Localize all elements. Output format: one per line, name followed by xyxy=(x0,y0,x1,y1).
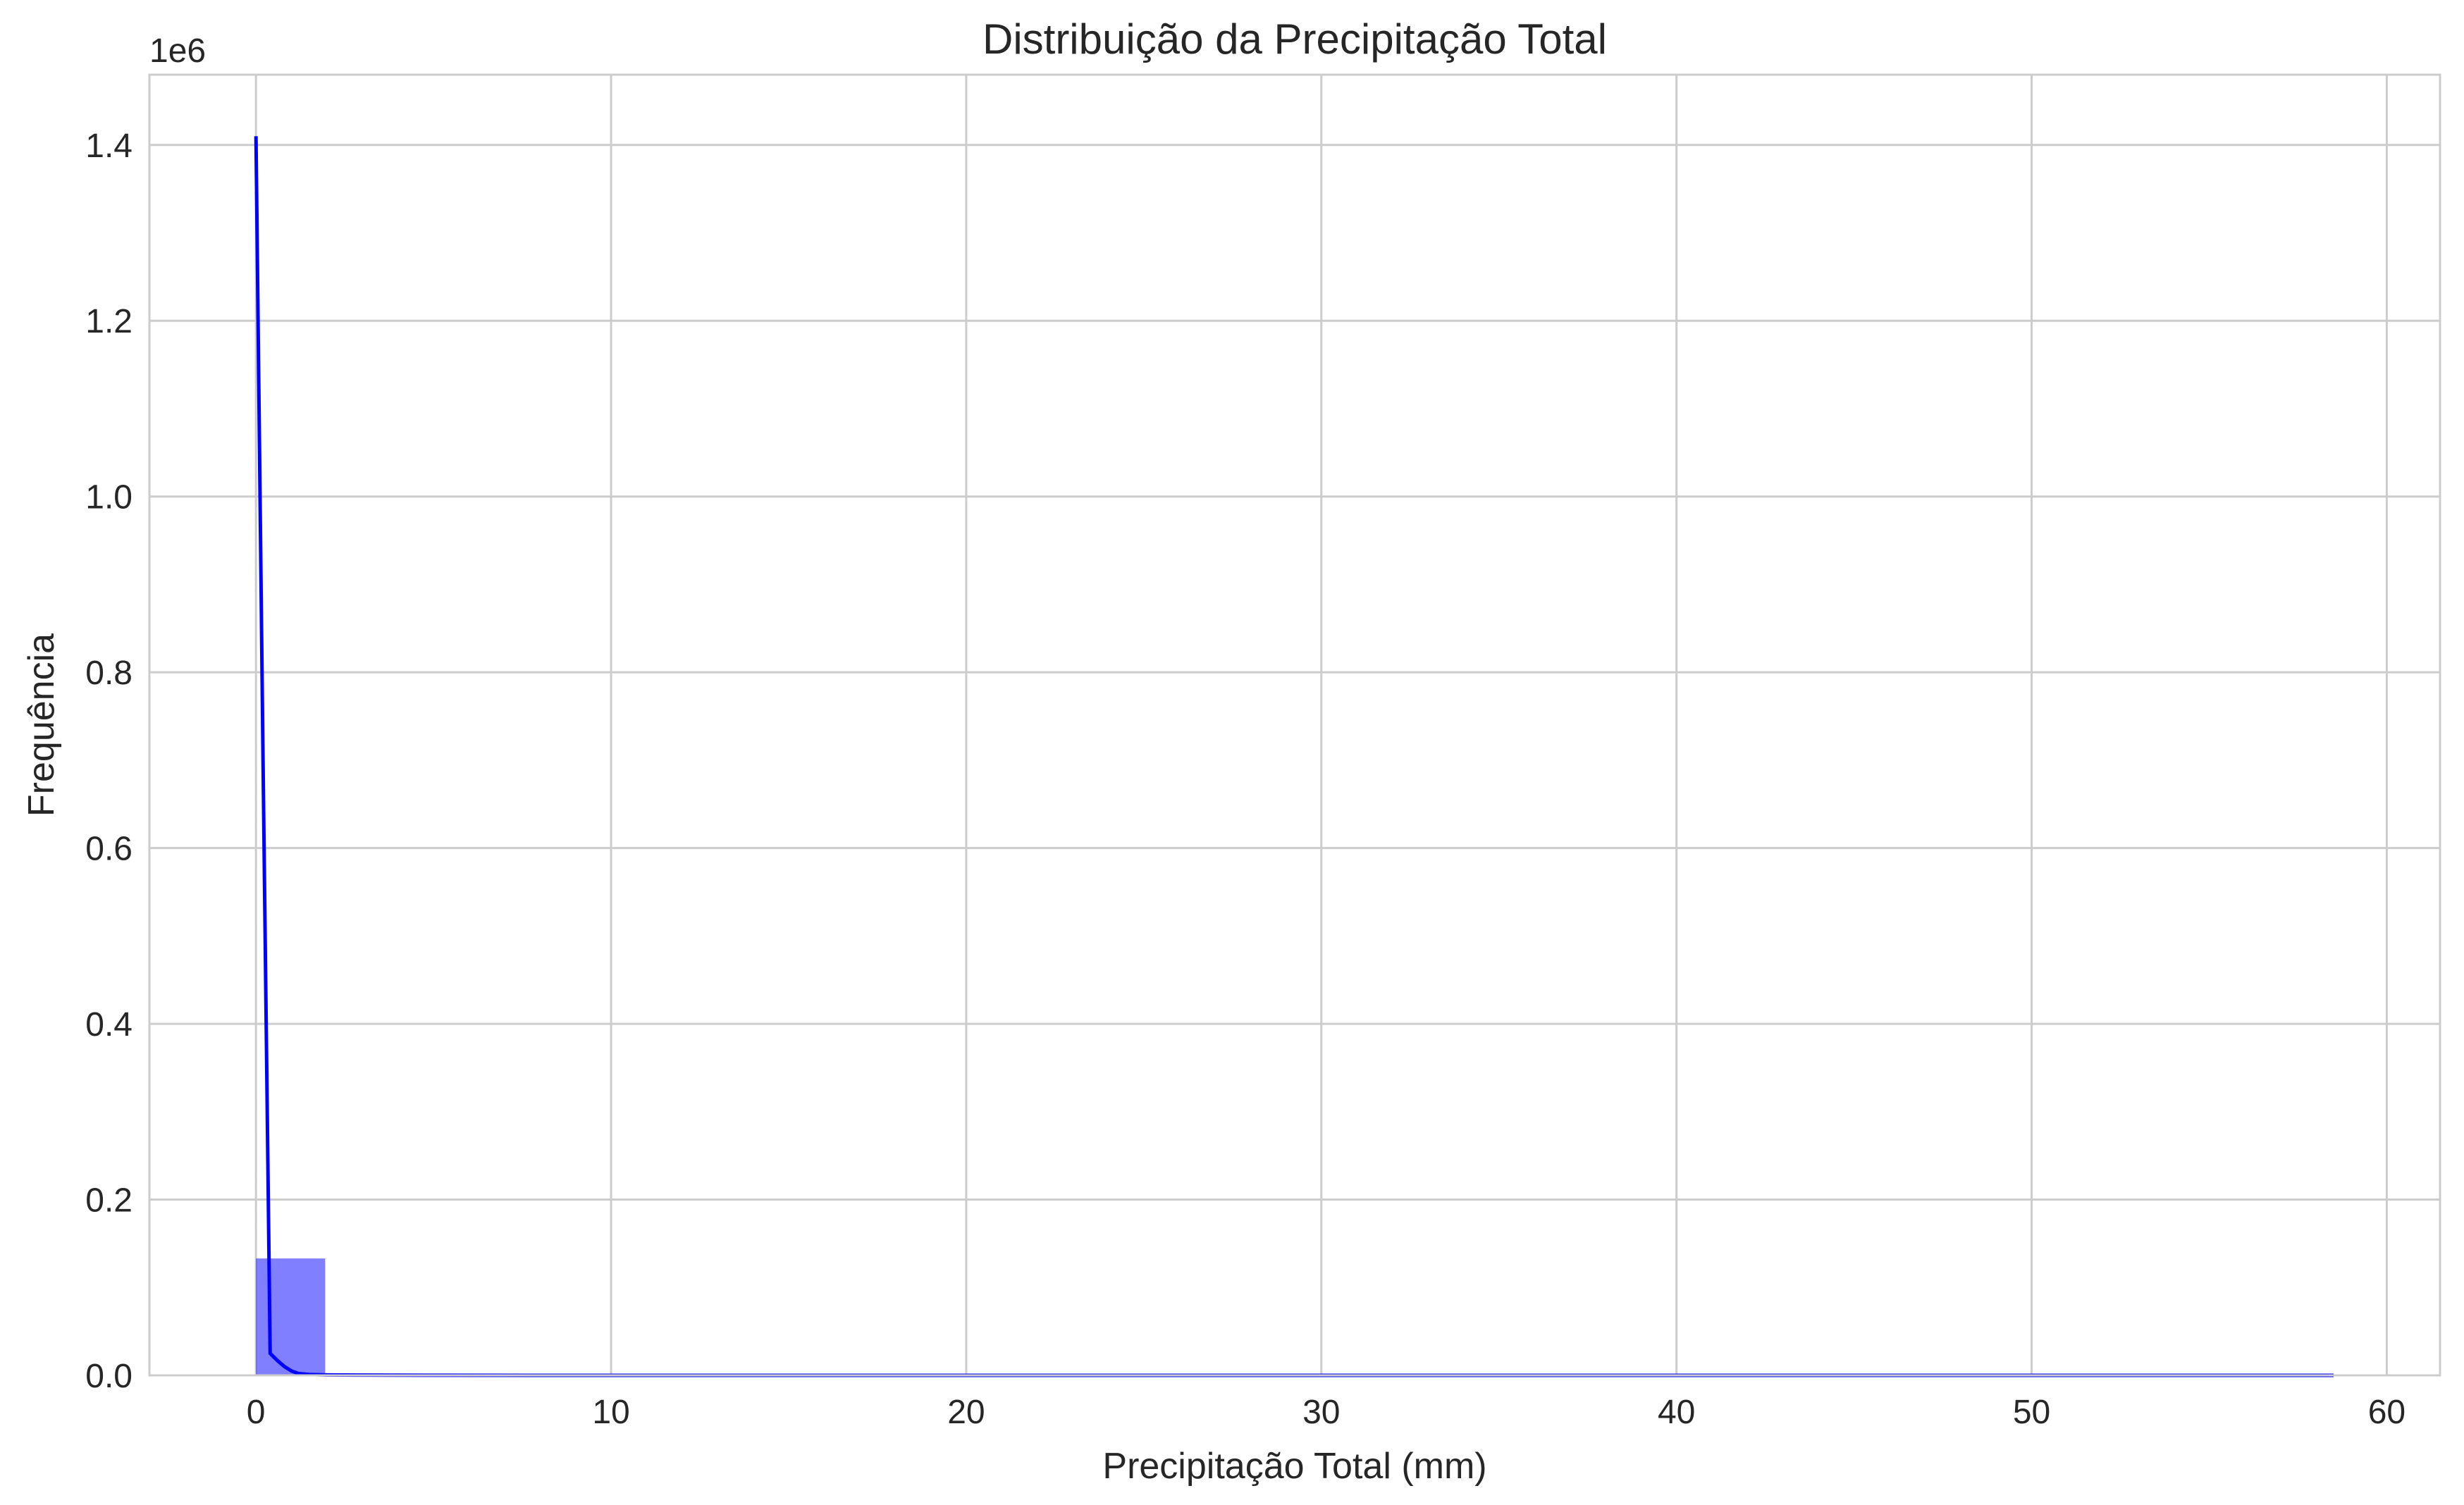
y-tick-label: 1.4 xyxy=(85,128,133,165)
y-tick-label: 1.2 xyxy=(85,303,133,340)
x-tick-label: 10 xyxy=(592,1394,629,1431)
x-tick-label: 40 xyxy=(1658,1394,1695,1431)
y-tick-labels: 0.0 0.2 0.4 0.6 0.8 1.0 1.2 1.4 xyxy=(85,128,133,1395)
y-tick-label: 0.4 xyxy=(85,1006,133,1043)
x-tick-label: 20 xyxy=(947,1394,985,1431)
x-tick-label: 50 xyxy=(2013,1394,2050,1431)
y-tick-label: 1.0 xyxy=(85,479,133,516)
chart-title: Distribuição da Precipitação Total xyxy=(982,16,1607,63)
histogram-bar xyxy=(256,1258,326,1375)
plot-area-frame xyxy=(148,73,2441,1377)
x-tick-label: 60 xyxy=(2368,1394,2406,1431)
y-axis-label: Frequência xyxy=(21,633,62,817)
y-tick-label: 0.2 xyxy=(85,1182,133,1220)
y-offset-label: 1e6 xyxy=(149,32,206,70)
y-tick-label: 0.0 xyxy=(85,1358,133,1395)
x-gridlines xyxy=(254,75,2388,1375)
y-tick-label: 0.6 xyxy=(85,831,133,868)
y-gridlines xyxy=(149,144,2440,1377)
x-tick-labels: 0 10 20 30 40 50 60 xyxy=(247,1394,2406,1431)
x-tick-label: 0 xyxy=(247,1394,266,1431)
y-tick-label: 0.8 xyxy=(85,655,133,692)
x-axis-label: Precipitação Total (mm) xyxy=(1102,1446,1486,1487)
x-tick-label: 30 xyxy=(1302,1394,1340,1431)
